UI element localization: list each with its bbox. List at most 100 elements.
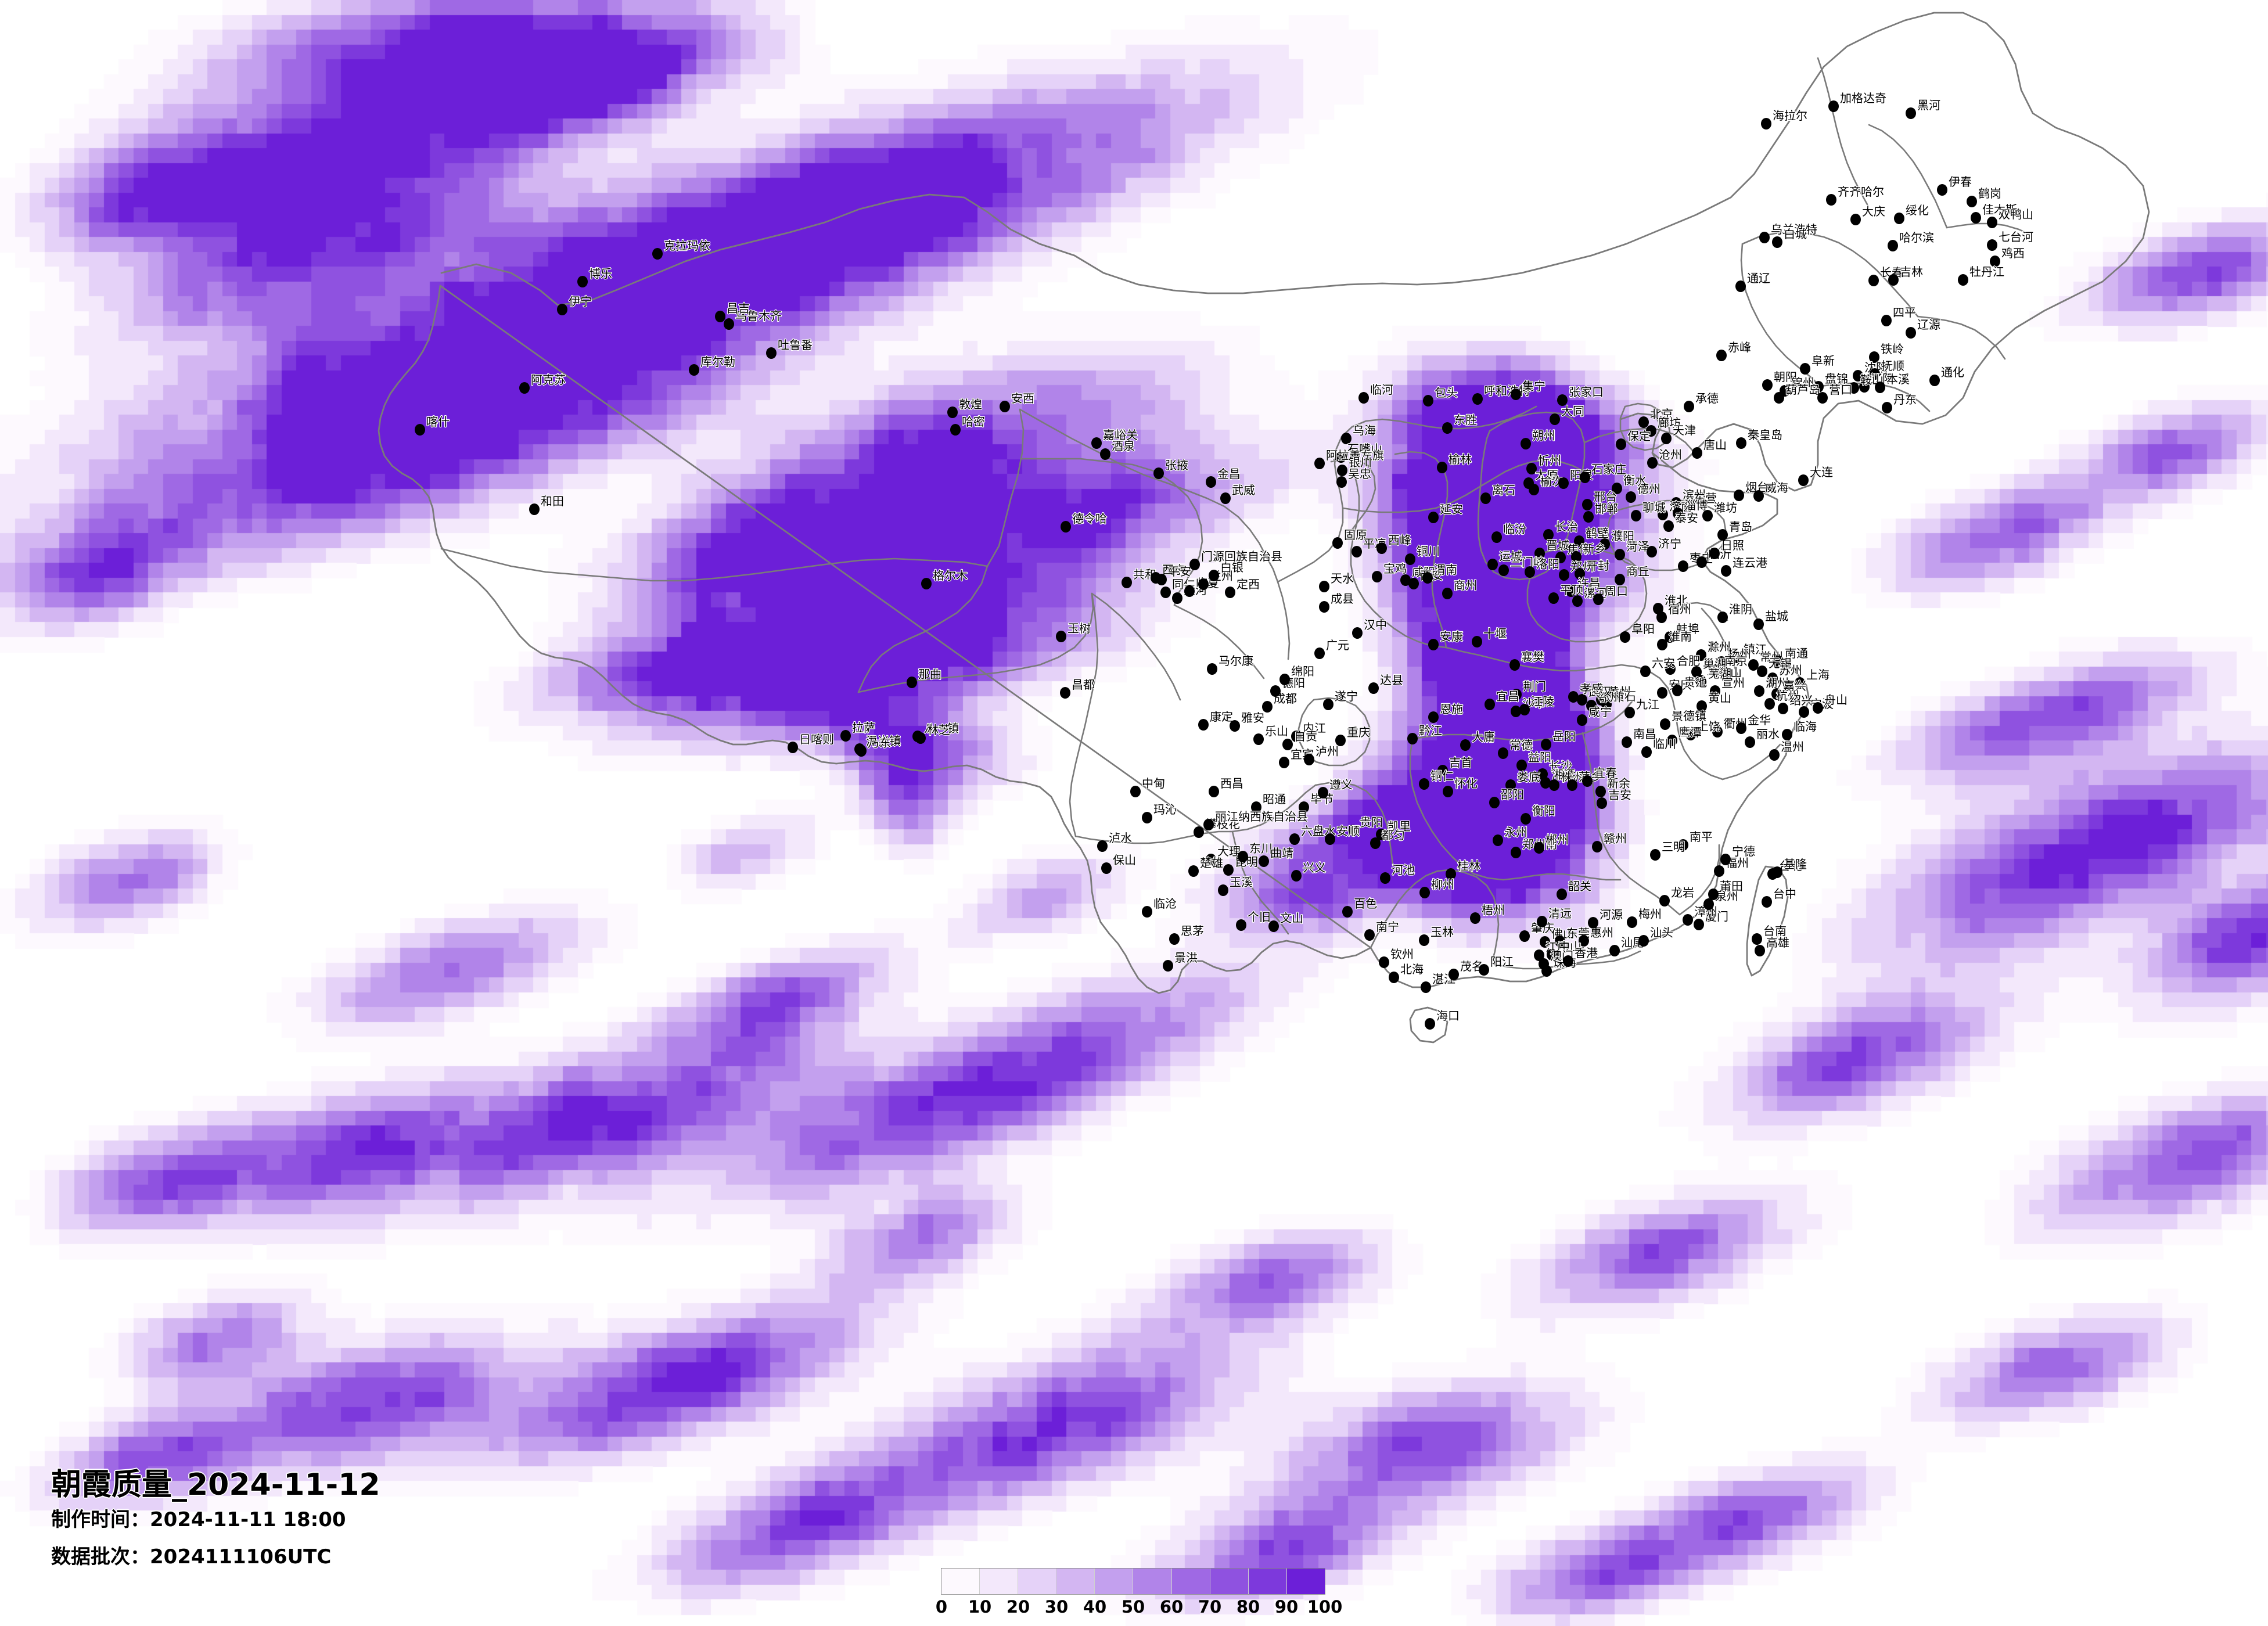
station-dot (1582, 499, 1593, 510)
station-dot (1615, 574, 1625, 585)
station-dot (1203, 819, 1214, 830)
station-label: 天水 (1331, 571, 1354, 585)
province-boundary (1021, 458, 1203, 606)
station-dot (1521, 438, 1531, 449)
station-dot (1773, 656, 1784, 667)
station-label: 临沧 (1153, 897, 1177, 911)
station-dot (1479, 964, 1489, 976)
station-dot (1299, 801, 1309, 813)
station-dot (1491, 531, 1502, 543)
station-dot (1595, 786, 1606, 797)
station-dot (1748, 659, 1759, 671)
station-label: 葫芦岛 (1785, 383, 1820, 397)
station-dot (1673, 508, 1683, 519)
station-label: 天津 (1673, 423, 1696, 437)
station-label: 七台河 (1999, 230, 2033, 244)
colorbar-tick-30: 30 (1044, 1597, 1069, 1617)
station-dot (1667, 735, 1677, 746)
station-dot (907, 677, 917, 688)
station-dot (1498, 564, 1509, 576)
station-label: 淮南 (1669, 629, 1692, 643)
station-label: 阜新 (1811, 354, 1835, 368)
station-label: 淄博 (1684, 498, 1708, 512)
station-label: 安西 (1011, 391, 1034, 405)
station-label: 咸宁 (1588, 705, 1612, 719)
colorbar-swatch-6 (1171, 1569, 1210, 1594)
station-label: 张家口 (1569, 385, 1604, 399)
station-dot (1282, 739, 1293, 750)
station-dot (689, 364, 699, 376)
station-dot (1341, 433, 1352, 444)
station-label: 衡阳 (1532, 804, 1555, 818)
station-label: 武威 (1232, 483, 1255, 497)
station-label: 马尔康 (1219, 654, 1253, 668)
station-dot (1549, 779, 1559, 791)
station-label: 黄石 (1613, 689, 1636, 703)
station-dot (1442, 422, 1453, 434)
province-boundary (1314, 782, 1394, 865)
station-dot (1209, 786, 1219, 797)
station-dot (519, 382, 530, 394)
province-boundary (1817, 57, 1868, 206)
station-label: 昌吉 (727, 301, 750, 315)
colorbar-swatches (941, 1568, 1325, 1595)
station-label: 泸水 (1109, 831, 1132, 845)
station-dot (1097, 840, 1108, 852)
station-dot (1526, 463, 1537, 474)
station-label: 三明 (1662, 840, 1685, 854)
station-label: 日照 (1721, 538, 1744, 552)
station-dot (1709, 548, 1720, 559)
station-label: 固原 (1344, 528, 1367, 542)
station-dot (788, 742, 798, 753)
province-boundary (1330, 458, 1376, 531)
station-label: 通化 (1941, 365, 1964, 379)
station-label: 淮阴 (1729, 602, 1752, 616)
station-label: 吉首 (1449, 756, 1472, 769)
station-label: 鹤岗 (1978, 186, 2001, 200)
station-dot (1769, 749, 1780, 761)
station-dot (1428, 711, 1439, 723)
station-label: 南通 (1785, 646, 1808, 660)
station-dot (1708, 888, 1719, 900)
station-dot (1631, 510, 1641, 521)
station-dot (1279, 757, 1289, 768)
station-label: 太原 (1535, 468, 1558, 482)
station-dot (1753, 618, 1764, 630)
province-boundary (1019, 408, 1279, 583)
station-dot (1622, 736, 1632, 748)
station-label: 黑河 (1917, 98, 1940, 112)
station-dot (1626, 491, 1636, 503)
station-dot (1828, 100, 1839, 112)
station-dot (1720, 854, 1731, 865)
station-dot (1511, 388, 1521, 400)
station-dot (1448, 969, 1459, 980)
station-dot (1906, 107, 1916, 119)
station-label: 滁州 (1708, 640, 1731, 654)
station-label: 安顺 (1336, 824, 1360, 838)
station-label: 白银 (1220, 560, 1243, 574)
station-label: 丽水 (1756, 727, 1780, 741)
station-label: 永州 (1504, 825, 1527, 839)
station-dot (1364, 929, 1375, 941)
station-dot (1194, 826, 1204, 838)
station-dot (1498, 747, 1508, 759)
station-dot (1657, 639, 1667, 650)
station-label: 酒泉 (1112, 439, 1135, 453)
station-dot (1850, 214, 1861, 225)
station-dot (1782, 729, 1792, 740)
station-dot (1376, 829, 1386, 840)
station-dot (1236, 919, 1246, 931)
station-label: 平顶山 (1560, 583, 1595, 597)
station-label: 无锡 (1769, 656, 1792, 670)
station-dot (1559, 569, 1569, 581)
station-dot (1122, 577, 1132, 588)
station-dot (1101, 862, 1112, 874)
station-label: 西宁 (1162, 563, 1185, 577)
station-label: 哈尔滨 (1899, 231, 1934, 244)
station-dot (1640, 665, 1651, 677)
station-dot (1929, 375, 1940, 386)
colorbar-swatch-3 (1056, 1569, 1095, 1594)
station-label: 伊春 (1949, 175, 1972, 189)
station-dot (1771, 688, 1782, 700)
